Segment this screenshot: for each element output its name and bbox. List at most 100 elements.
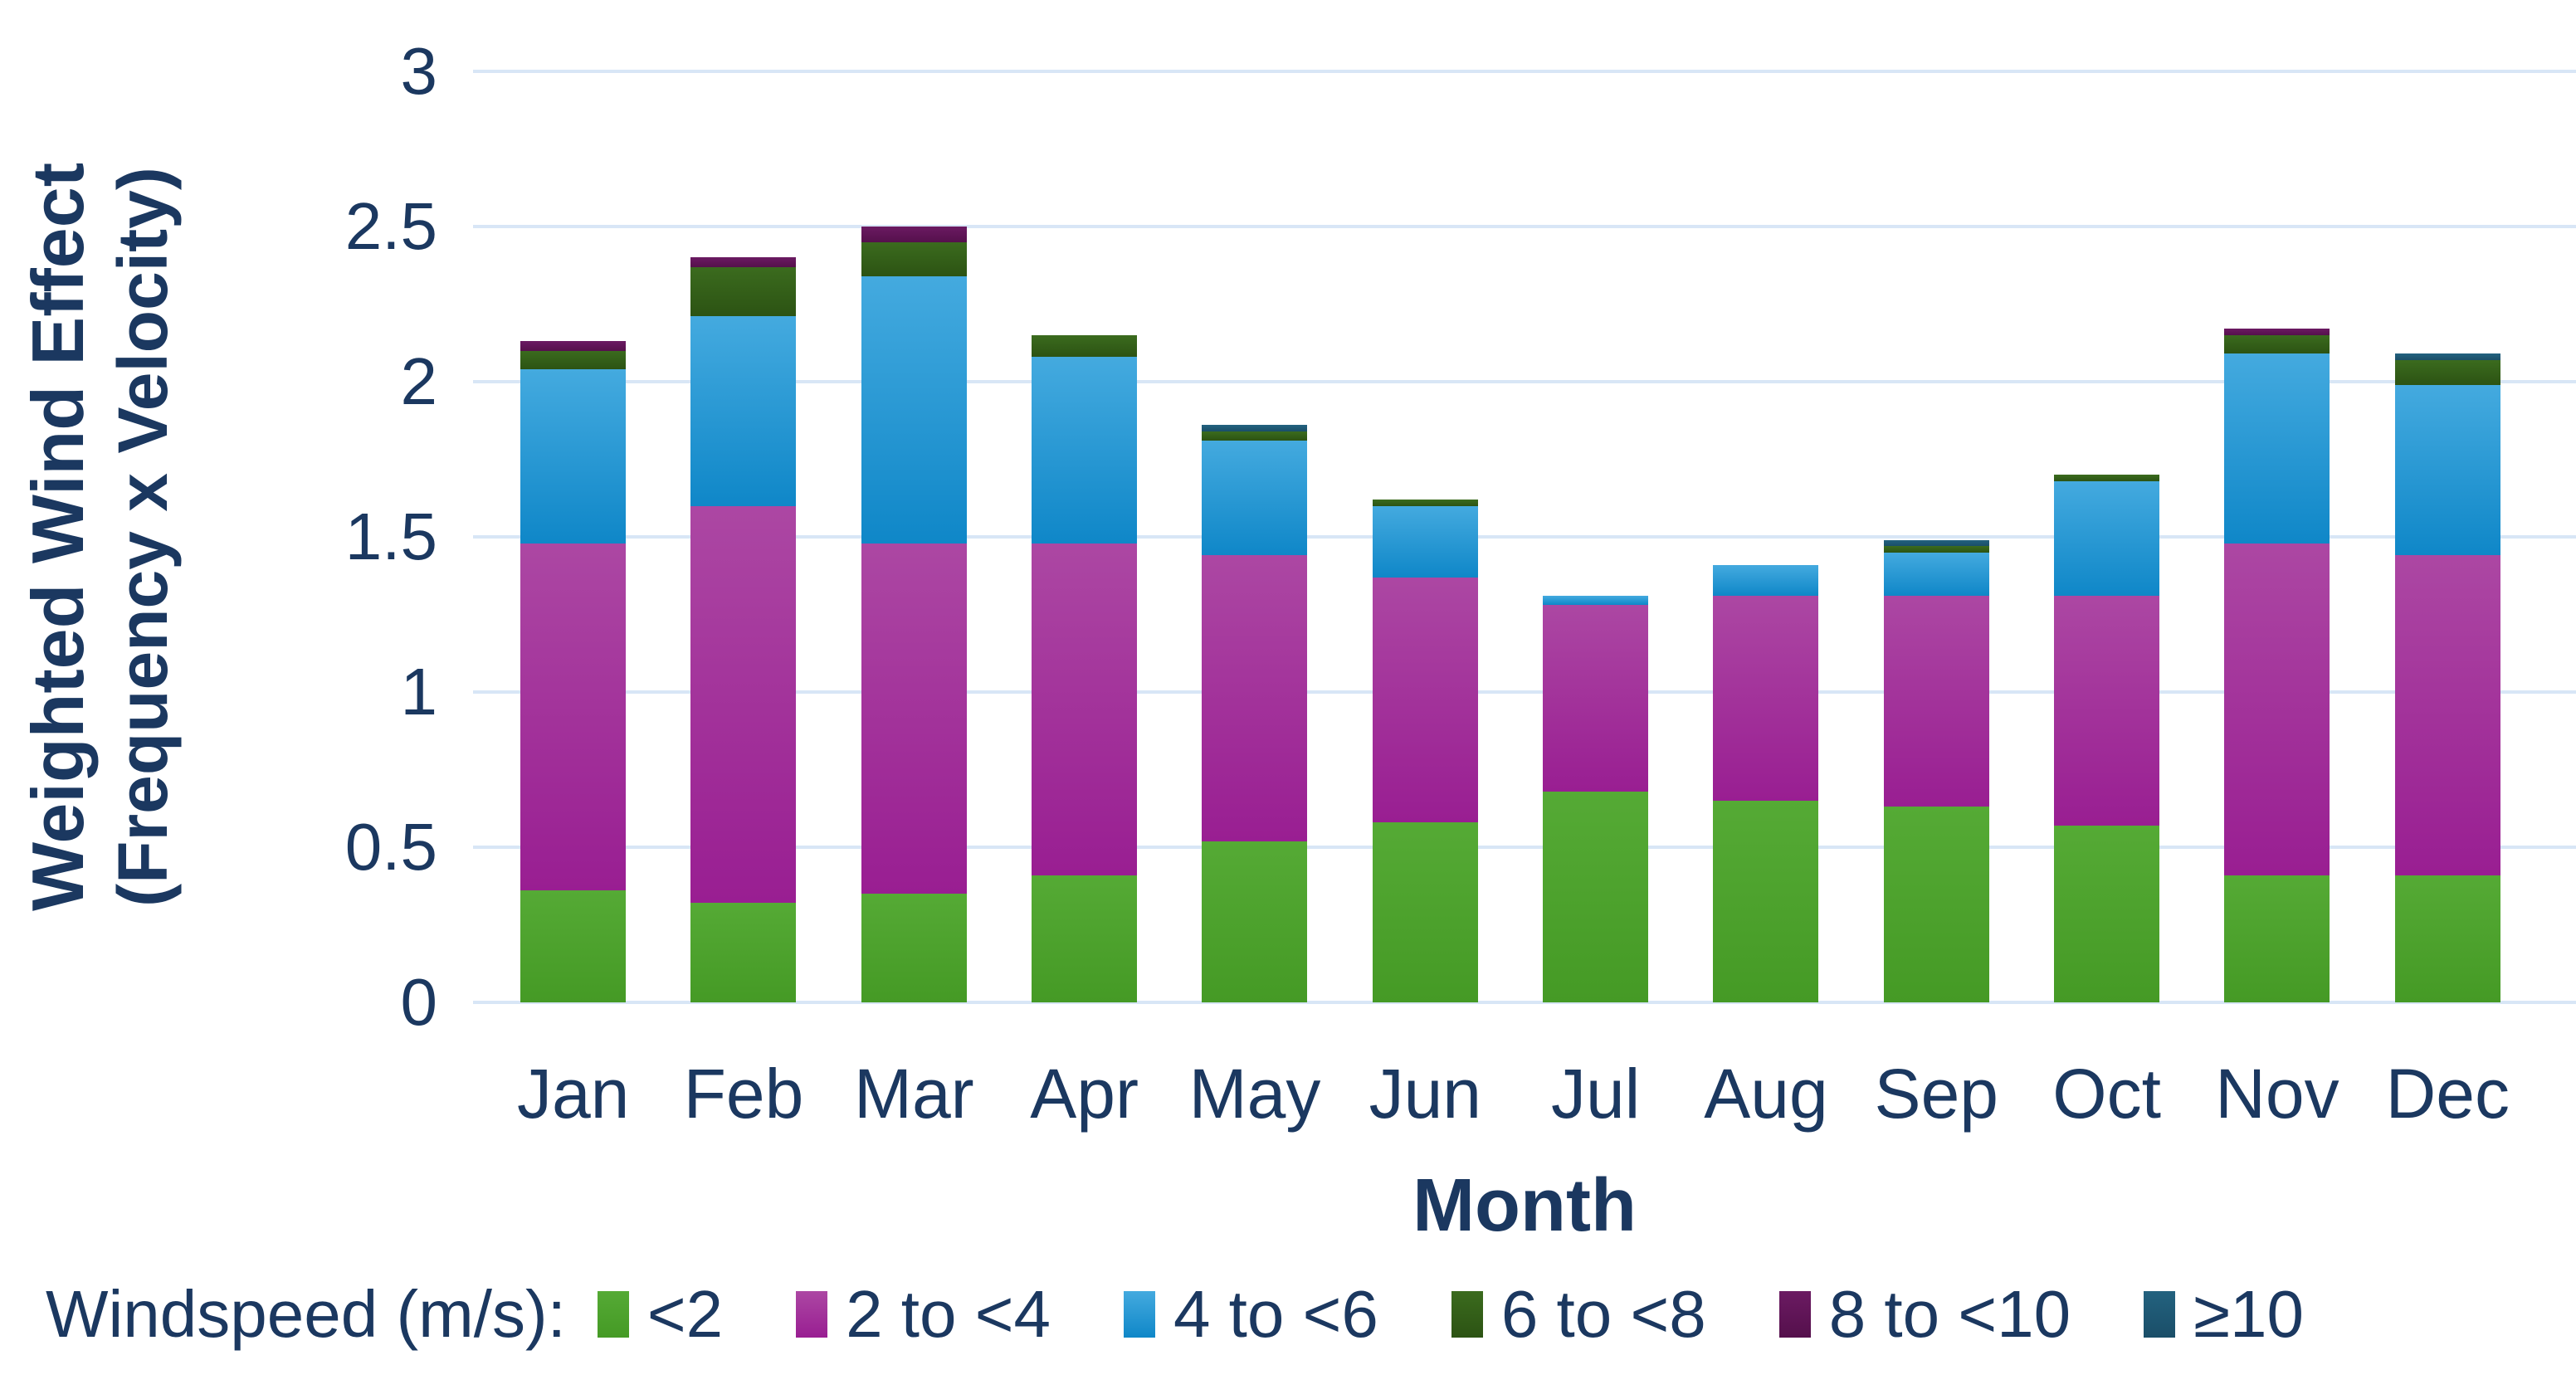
x-tick-label-oct: Oct xyxy=(2052,1055,2161,1133)
bar-segment xyxy=(1713,800,1819,1002)
bar-slot-nov xyxy=(2192,71,2362,1002)
plot-area xyxy=(473,70,2576,1004)
x-tick-label-feb: Feb xyxy=(683,1055,804,1133)
bar-segment xyxy=(1883,807,1989,1002)
bar-nov xyxy=(2224,329,2330,1002)
bar-slot-jan xyxy=(488,71,658,1002)
x-tick-label-dec: Dec xyxy=(2385,1055,2510,1133)
bar-segment xyxy=(2054,475,2160,481)
bar-may xyxy=(1202,425,1308,1002)
bar-segment xyxy=(1372,505,1478,578)
bar-segment xyxy=(1202,425,1308,431)
bar-apr xyxy=(1032,334,1138,1002)
y-axis-tick-labels: 0 0.5 1 1.5 2 2.5 3 xyxy=(0,0,452,1399)
bar-sep xyxy=(1883,539,1989,1002)
y-tick-label: 1.5 xyxy=(344,500,437,573)
bar-segment xyxy=(1372,500,1478,506)
bar-segment xyxy=(1032,875,1138,1002)
bar-segment xyxy=(2054,480,2160,597)
bar-slot-sep xyxy=(1852,71,2022,1002)
bar-segment xyxy=(1202,841,1308,1002)
x-tick-label-nov: Nov xyxy=(2215,1055,2339,1133)
bar-segment xyxy=(1202,555,1308,841)
bar-segment xyxy=(690,316,797,506)
bar-segment xyxy=(1032,334,1138,358)
bar-segment xyxy=(2224,329,2330,335)
legend-swatch-icon xyxy=(1778,1291,1811,1338)
x-tick-label-aug: Aug xyxy=(1704,1055,1828,1133)
y-tick-label: 0 xyxy=(400,965,438,1039)
bar-segment xyxy=(861,275,967,544)
bar-segment xyxy=(520,341,627,351)
bar-segment xyxy=(520,890,627,1002)
bar-jan xyxy=(520,341,627,1002)
bar-segment xyxy=(1883,596,1989,807)
gridline-1.5 xyxy=(473,535,2576,539)
x-axis-tick-labels: Jan Feb Mar Apr May Jun Jul Aug Sep Oct Nov Dec xyxy=(488,1052,2533,1135)
bar-slot-aug xyxy=(1681,71,1851,1002)
bar-mar xyxy=(861,227,967,1002)
bar-slot-may xyxy=(1169,71,1339,1002)
bar-jul xyxy=(1543,596,1649,1002)
legend: Windspeed (m/s): <2 2 to <4 4 to <6 6 to <8… xyxy=(46,1276,2568,1353)
x-axis-title: Month xyxy=(1412,1164,1637,1247)
x-tick-label-may: May xyxy=(1188,1055,1321,1133)
bar-segment xyxy=(1883,552,1989,597)
bar-segment xyxy=(1372,822,1478,1002)
bar-segment xyxy=(1883,539,1989,547)
bar-segment xyxy=(2394,875,2500,1002)
bar-aug xyxy=(1713,564,1819,1002)
bar-segment xyxy=(520,369,627,544)
bar-slot-apr xyxy=(999,71,1169,1002)
bar-segment xyxy=(1032,357,1138,544)
legend-item: 8 to <10 xyxy=(1778,1276,2071,1353)
bar-segment xyxy=(2054,596,2160,826)
bar-segment xyxy=(861,227,967,242)
legend-title: Windspeed (m/s): xyxy=(46,1277,566,1351)
gridline-0.5 xyxy=(473,846,2576,849)
bar-segment xyxy=(690,903,797,1002)
bar-slot-mar xyxy=(829,71,999,1002)
legend-swatch-icon xyxy=(1123,1291,1155,1338)
x-tick-label-jan: Jan xyxy=(516,1055,630,1133)
gridline-2.5 xyxy=(473,225,2576,228)
legend-label: ≥10 xyxy=(2193,1277,2304,1351)
bar-segment xyxy=(1372,577,1478,823)
bar-segment xyxy=(690,505,797,904)
y-tick-label: 1 xyxy=(400,655,438,729)
gridline-0 xyxy=(473,1001,2576,1004)
bar-segment xyxy=(2224,334,2330,354)
legend-swatch-icon xyxy=(597,1291,629,1338)
legend-item: 2 to <4 xyxy=(796,1276,1051,1353)
bar-jun xyxy=(1372,500,1478,1002)
bar-segment xyxy=(1543,605,1649,792)
x-tick-label-sep: Sep xyxy=(1874,1055,1999,1133)
bar-segment xyxy=(520,543,627,891)
bar-slot-jun xyxy=(1340,71,1510,1002)
bar-oct xyxy=(2054,475,2160,1002)
legend-label: 6 to <8 xyxy=(1500,1277,1706,1351)
bar-segment xyxy=(861,241,967,276)
legend-item: ≥10 xyxy=(2144,1276,2304,1353)
bar-segment xyxy=(690,266,797,317)
x-tick-label-jun: Jun xyxy=(1368,1055,1482,1133)
bar-segment xyxy=(520,350,627,370)
x-tick-label-mar: Mar xyxy=(853,1055,974,1133)
legend-label: 4 to <6 xyxy=(1173,1277,1378,1351)
legend-item: 4 to <6 xyxy=(1123,1276,1378,1353)
bar-segment xyxy=(2224,543,2330,875)
legend-label: 2 to <4 xyxy=(846,1277,1051,1351)
y-tick-label: 2 xyxy=(400,344,438,418)
bar-segment xyxy=(1202,441,1308,556)
bar-slot-dec xyxy=(2363,71,2533,1002)
bar-slot-jul xyxy=(1510,71,1681,1002)
legend-swatch-icon xyxy=(796,1291,828,1338)
bar-dec xyxy=(2394,353,2500,1002)
bar-segment xyxy=(2224,353,2330,544)
y-tick-label: 2.5 xyxy=(344,189,437,263)
bar-segment xyxy=(2054,825,2160,1002)
legend-swatch-icon xyxy=(1451,1291,1483,1338)
y-tick-label: 3 xyxy=(400,34,438,108)
gridline-1 xyxy=(473,690,2576,694)
